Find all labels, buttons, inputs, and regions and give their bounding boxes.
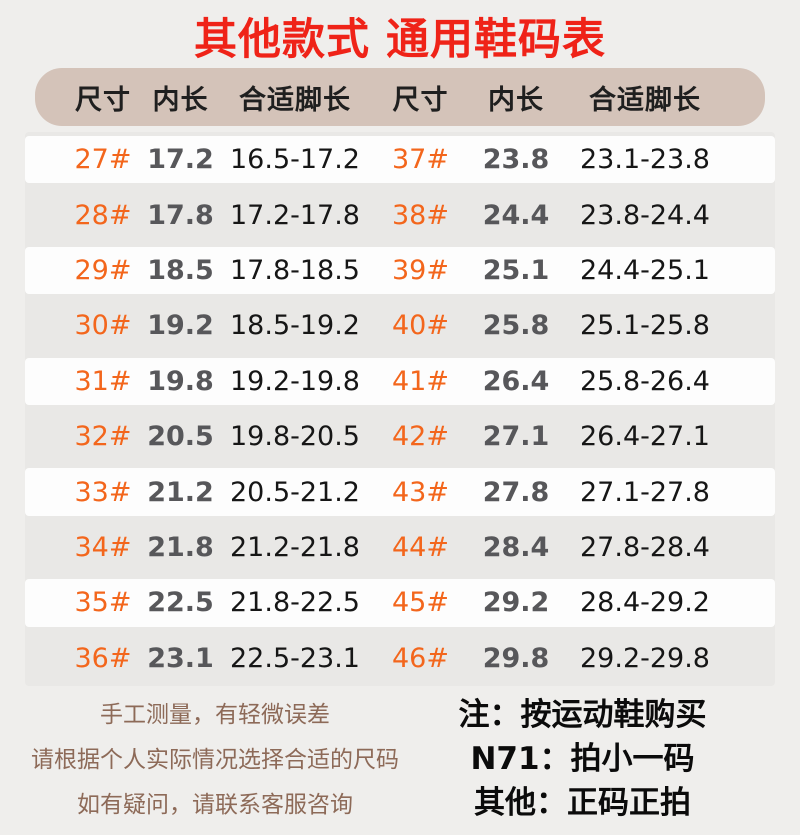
table-row: 34# 21.8 21.2-21.8 44# 28.4 27.8-28.4 (25, 520, 775, 575)
size-table: 尺寸 内长 合适脚长 尺寸 内长 合适脚长 27# 17.2 16.5-17.2… (25, 68, 775, 686)
measurement-notes: 手工测量，有轻微误差 请根据个人实际情况选择合适的尺码 如有疑问，请联系客服咨询 (0, 693, 430, 828)
note-line: N71：拍小一码 (470, 740, 695, 777)
size-cell-right: 43# (392, 476, 449, 508)
foot-length-cell-left: 16.5-17.2 (230, 144, 360, 176)
inner-length-cell-left: 18.5 (147, 254, 214, 286)
foot-length-cell-left: 22.5-23.1 (230, 642, 360, 674)
column-header-foot-left: 合适脚长 (239, 84, 351, 116)
table-row: 33# 21.2 20.5-21.2 43# 27.8 27.1-27.8 (25, 464, 775, 519)
size-cell-left: 36# (74, 642, 132, 674)
foot-length-cell-left: 17.8-18.5 (230, 254, 360, 286)
note-line: 其他：正码正拍 (474, 784, 691, 821)
size-cell-left: 35# (74, 587, 132, 619)
note-line: 如有疑问，请联系客服咨询 (77, 791, 353, 818)
size-cell-right: 41# (392, 365, 449, 397)
foot-length-cell-right: 27.8-28.4 (580, 531, 710, 563)
inner-length-cell-left: 17.8 (147, 199, 214, 231)
table-body: 27# 17.2 16.5-17.2 37# 23.8 23.1-23.8 28… (25, 132, 775, 686)
inner-length-cell-left: 19.8 (147, 365, 214, 397)
column-header-size-left: 尺寸 (75, 84, 131, 116)
inner-length-cell-right: 27.1 (482, 421, 550, 453)
foot-length-cell-right: 25.8-26.4 (580, 365, 710, 397)
column-header-size-right: 尺寸 (392, 84, 449, 116)
inner-length-cell-left: 23.1 (147, 642, 214, 674)
page-title: 其他款式 通用鞋码表 (194, 15, 606, 65)
foot-length-cell-right: 25.1-25.8 (580, 310, 710, 342)
footer-notes: 手工测量，有轻微误差 请根据个人实际情况选择合适的尺码 如有疑问，请联系客服咨询… (0, 693, 800, 828)
note-line: 手工测量，有轻微误差 (100, 701, 330, 728)
size-cell-left: 28# (74, 199, 132, 231)
table-row: 31# 19.8 19.2-19.8 41# 26.4 25.8-26.4 (25, 354, 775, 409)
inner-length-cell-left: 21.8 (147, 531, 214, 563)
inner-length-cell-right: 28.4 (482, 531, 550, 563)
inner-length-cell-left: 21.2 (147, 476, 214, 508)
table-row: 36# 23.1 22.5-23.1 46# 29.8 29.2-29.8 (25, 631, 775, 686)
foot-length-cell-left: 19.8-20.5 (230, 421, 360, 453)
table-row: 29# 18.5 17.8-18.5 39# 25.1 24.4-25.1 (25, 243, 775, 298)
table-row: 28# 17.8 17.2-17.8 38# 24.4 23.8-24.4 (25, 187, 775, 242)
foot-length-cell-left: 19.2-19.8 (230, 365, 360, 397)
inner-length-cell-left: 22.5 (147, 587, 214, 619)
table-row: 27# 17.2 16.5-17.2 37# 23.8 23.1-23.8 (25, 132, 775, 187)
size-cell-left: 31# (74, 365, 132, 397)
inner-length-cell-right: 25.8 (482, 310, 550, 342)
column-header-inner-left: 内长 (152, 84, 209, 116)
foot-length-cell-right: 27.1-27.8 (580, 476, 710, 508)
table-row: 32# 20.5 19.8-20.5 42# 27.1 26.4-27.1 (25, 409, 775, 464)
size-cell-right: 37# (392, 144, 449, 176)
inner-length-cell-right: 25.1 (482, 254, 550, 286)
foot-length-cell-left: 20.5-21.2 (230, 476, 360, 508)
size-cell-left: 33# (74, 476, 132, 508)
inner-length-cell-right: 23.8 (482, 144, 550, 176)
purchase-notes: 注：按运动鞋购买 N71：拍小一码 其他：正码正拍 (430, 693, 735, 825)
inner-length-cell-right: 27.8 (482, 476, 550, 508)
foot-length-cell-right: 29.2-29.8 (580, 642, 710, 674)
foot-length-cell-left: 21.8-22.5 (230, 587, 360, 619)
inner-length-cell-left: 20.5 (147, 421, 214, 453)
foot-length-cell-left: 21.2-21.8 (230, 531, 360, 563)
size-cell-right: 45# (392, 587, 449, 619)
column-header-foot-right: 合适脚长 (589, 84, 701, 116)
note-line: 注：按运动鞋购买 (458, 696, 707, 733)
size-cell-right: 46# (392, 642, 449, 674)
column-header-inner-right: 内长 (488, 84, 544, 116)
foot-length-cell-right: 23.1-23.8 (580, 144, 710, 176)
size-cell-right: 38# (392, 199, 449, 231)
foot-length-cell-left: 17.2-17.8 (230, 199, 360, 231)
foot-length-cell-right: 28.4-29.2 (580, 587, 710, 619)
table-header-row: 尺寸 内长 合适脚长 尺寸 内长 合适脚长 (35, 68, 765, 126)
inner-length-cell-left: 19.2 (147, 310, 214, 342)
size-cell-left: 34# (74, 531, 132, 563)
size-cell-left: 32# (74, 421, 132, 453)
foot-length-cell-right: 26.4-27.1 (580, 421, 710, 453)
foot-length-cell-right: 24.4-25.1 (580, 254, 710, 286)
table-row: 30# 19.2 18.5-19.2 40# 25.8 25.1-25.8 (25, 298, 775, 353)
inner-length-cell-right: 29.8 (482, 642, 550, 674)
size-cell-right: 39# (392, 254, 449, 286)
size-cell-left: 30# (74, 310, 132, 342)
size-cell-left: 29# (74, 254, 132, 286)
note-line: 请根据个人实际情况选择合适的尺码 (31, 746, 399, 773)
size-cell-right: 40# (392, 310, 449, 342)
inner-length-cell-right: 29.2 (482, 587, 550, 619)
inner-length-cell-left: 17.2 (147, 144, 214, 176)
table-row: 35# 22.5 21.8-22.5 45# 29.2 28.4-29.2 (25, 575, 775, 630)
foot-length-cell-right: 23.8-24.4 (580, 199, 710, 231)
size-cell-left: 27# (74, 144, 132, 176)
size-cell-right: 42# (392, 421, 449, 453)
foot-length-cell-left: 18.5-19.2 (230, 310, 360, 342)
inner-length-cell-right: 26.4 (482, 365, 550, 397)
inner-length-cell-right: 24.4 (482, 199, 550, 231)
size-cell-right: 44# (392, 531, 449, 563)
